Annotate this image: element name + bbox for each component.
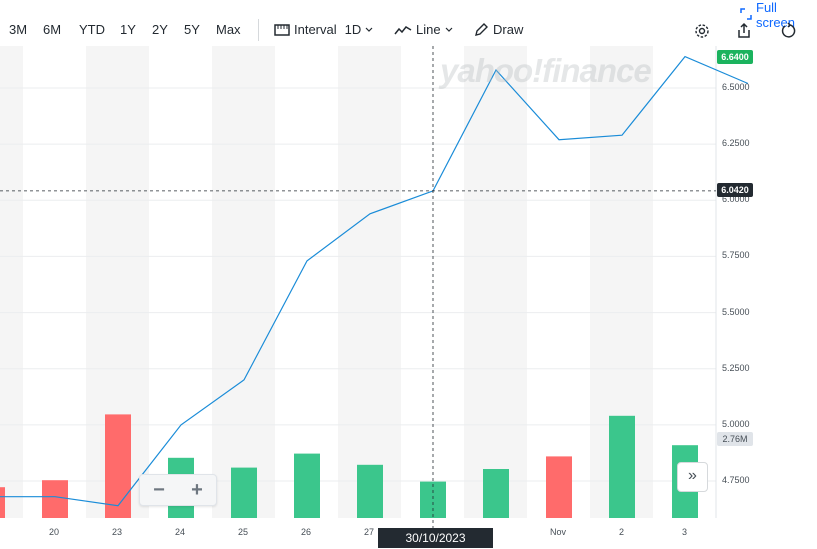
line-chart-icon xyxy=(394,24,412,36)
range-5y-button[interactable]: 5Y xyxy=(184,22,200,37)
expand-icon xyxy=(740,7,752,23)
interval-dropdown[interactable]: Interval 1D xyxy=(274,22,373,37)
date-axis-label: 24 xyxy=(175,527,186,537)
volume-tag: 2.76M xyxy=(717,432,753,446)
price-axis-label: 5.7500 xyxy=(722,250,750,261)
volume-bar xyxy=(0,487,5,518)
date-band xyxy=(464,46,527,518)
zoom-in-button[interactable]: + xyxy=(191,478,203,501)
date-axis-label: 3 xyxy=(682,527,688,537)
price-axis-label: 6.5000 xyxy=(722,82,750,92)
range-max-button[interactable]: Max xyxy=(216,22,241,37)
interval-label: Interval xyxy=(294,22,337,37)
price-axis-label: 4.7500 xyxy=(722,475,750,485)
volume-bar xyxy=(105,414,131,518)
price-axis-label: 6.2500 xyxy=(722,138,750,149)
chart-type-dropdown[interactable]: Line xyxy=(394,22,453,37)
fullscreen-button[interactable]: Full screen xyxy=(740,0,817,30)
volume-bar xyxy=(420,481,446,518)
draw-label: Draw xyxy=(493,22,524,37)
price-axis-label: 6.0000 xyxy=(722,194,750,205)
share-icon[interactable] xyxy=(736,22,752,44)
crosshair-date-tag: 30/10/2023 xyxy=(378,528,493,548)
volume-bar xyxy=(231,467,257,518)
toolbar-divider xyxy=(258,19,259,41)
scroll-to-latest-button[interactable]: » xyxy=(677,462,708,492)
date-axis-label: 20 xyxy=(49,527,60,537)
price-axis-label: 5.5000 xyxy=(722,306,750,317)
volume-bar xyxy=(483,469,509,518)
zoom-controls: − + xyxy=(139,474,217,506)
gear-icon[interactable] xyxy=(694,23,710,44)
chart-toolbar: 3M 6M YTD 1Y 2Y 5Y Max Interval 1D Line … xyxy=(0,0,817,46)
pencil-icon xyxy=(474,22,489,37)
interval-value: 1D xyxy=(344,22,362,37)
date-axis-label: Nov xyxy=(550,527,567,537)
price-line xyxy=(0,55,749,507)
date-axis-label: 23 xyxy=(112,527,123,537)
ruler-icon xyxy=(274,23,290,37)
date-band xyxy=(338,46,401,518)
range-1y-button[interactable]: 1Y xyxy=(120,22,136,37)
date-band xyxy=(212,46,275,518)
yahoo-finance-watermark: yahoo!finance xyxy=(440,52,652,89)
range-3m-button[interactable]: 3M xyxy=(9,22,28,37)
last-price-tag: 6.6400 xyxy=(717,50,753,64)
date-band xyxy=(0,46,23,518)
fullscreen-label: Full screen xyxy=(756,0,796,30)
volume-bar xyxy=(42,480,68,518)
crosshair-price-tag: 6.0420 xyxy=(717,183,753,197)
chart-type-label: Line xyxy=(416,22,441,37)
range-2y-button[interactable]: 2Y xyxy=(152,22,168,37)
volume-bar xyxy=(546,456,572,518)
reset-icon[interactable] xyxy=(780,22,796,44)
range-ytd-button[interactable]: YTD xyxy=(79,22,105,37)
date-axis-label: 26 xyxy=(301,527,312,537)
date-axis-label: 27 xyxy=(364,527,375,537)
draw-button[interactable]: Draw xyxy=(474,22,523,37)
volume-bar xyxy=(609,415,635,518)
price-axis-label: 5.0000 xyxy=(722,418,750,429)
range-6m-button[interactable]: 6M xyxy=(43,22,62,37)
volume-bar xyxy=(294,453,320,518)
zoom-out-button[interactable]: − xyxy=(153,478,165,501)
chevron-down-icon xyxy=(365,27,373,33)
price-axis-label: 5.2500 xyxy=(722,362,750,373)
volume-bar xyxy=(357,464,383,518)
date-axis-label: 2 xyxy=(619,527,625,537)
chevron-down-icon xyxy=(445,27,453,33)
date-axis-label: 25 xyxy=(238,527,249,537)
